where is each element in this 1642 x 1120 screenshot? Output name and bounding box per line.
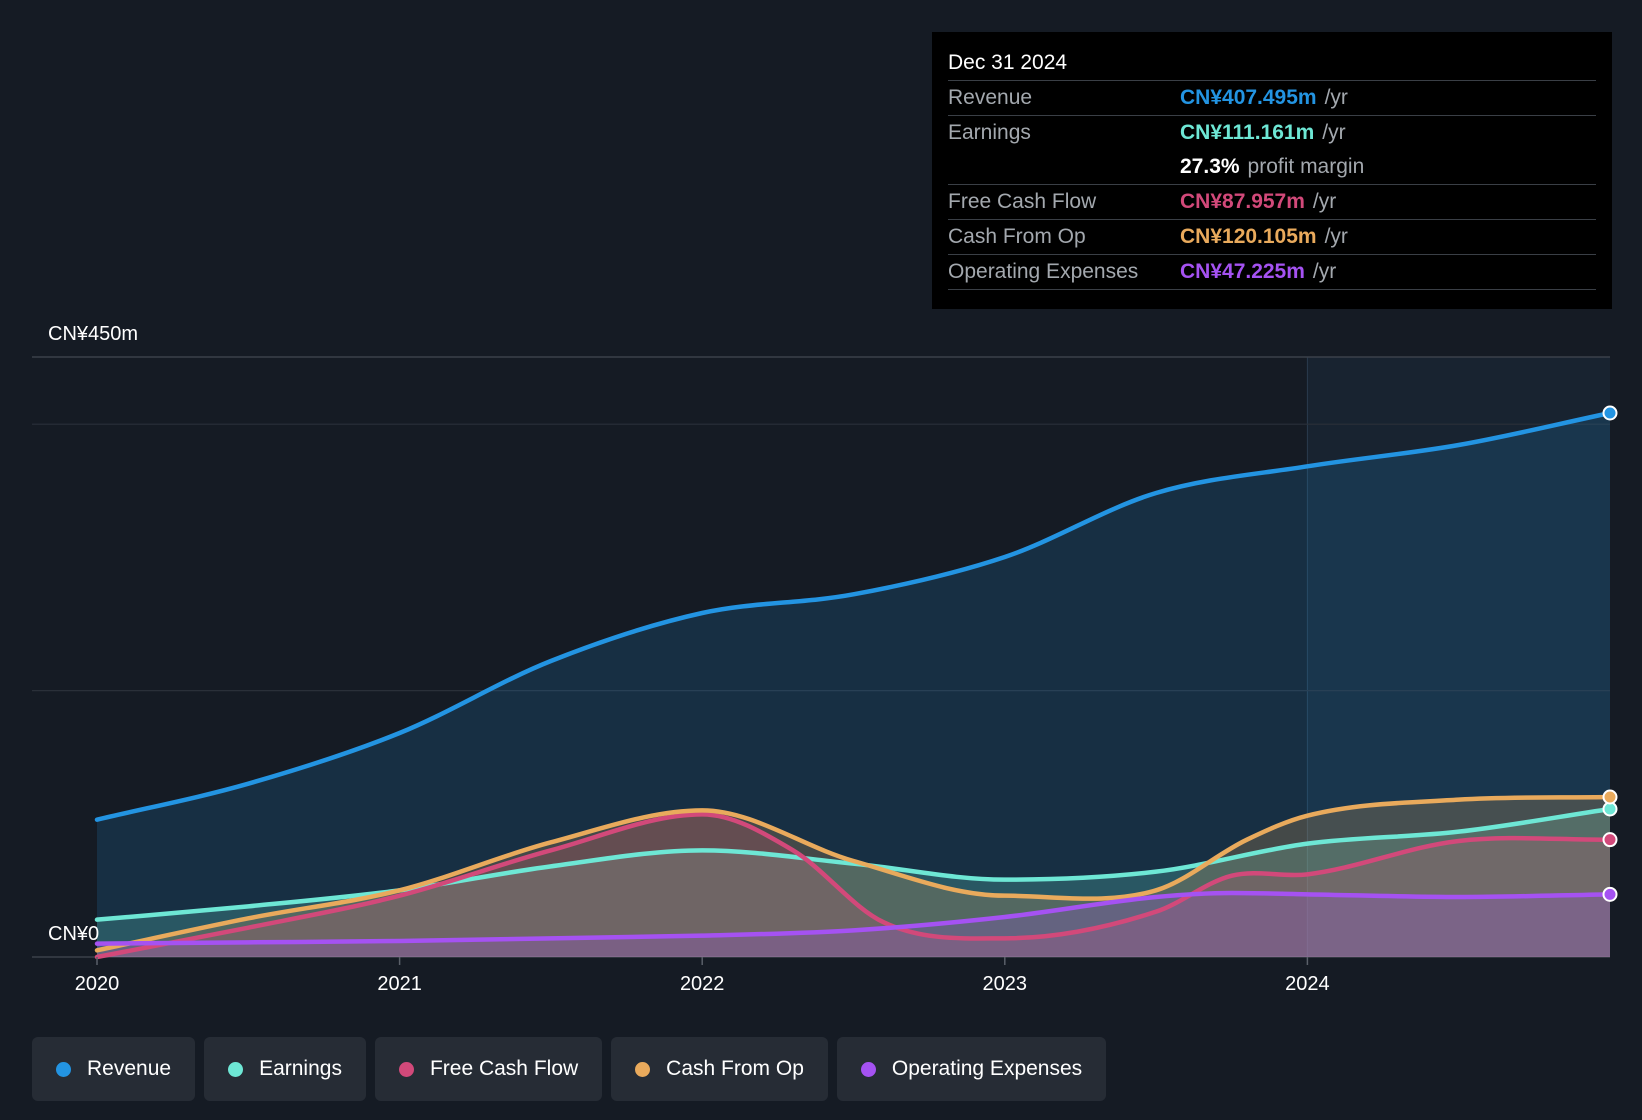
series-area-cash-from-op bbox=[97, 797, 1610, 957]
tooltip-row-cash-from-op: Cash From Op CN¥120.105m /yr bbox=[948, 220, 1596, 255]
tooltip-value: 27.3% bbox=[1180, 155, 1240, 178]
tooltip-value: CN¥120.105m bbox=[1180, 225, 1317, 248]
legend-item-operating-expenses[interactable]: Operating Expenses bbox=[836, 1037, 1107, 1101]
series-line-free-cash-flow bbox=[94, 812, 1613, 960]
legend-dot-icon bbox=[228, 1061, 244, 1077]
tooltip-label: Revenue bbox=[948, 86, 1033, 109]
x-tick-label: 2022 bbox=[680, 973, 725, 995]
legend-item-free-cash-flow[interactable]: Free Cash Flow bbox=[374, 1037, 603, 1101]
series-endpoint-revenue bbox=[1602, 405, 1618, 421]
tooltip-panel: Dec 31 2024 Revenue CN¥407.495m /yr Earn… bbox=[932, 32, 1612, 309]
x-tick-label: 2021 bbox=[377, 973, 422, 995]
tooltip-unit: /yr bbox=[1324, 225, 1348, 248]
legend-item-earnings[interactable]: Earnings bbox=[204, 1037, 366, 1101]
series-area-free-cash-flow bbox=[97, 814, 1610, 957]
gridlines bbox=[32, 356, 1610, 958]
series-area-earnings bbox=[97, 809, 1610, 957]
legend-item-cash-from-op[interactable]: Cash From Op bbox=[611, 1037, 828, 1101]
legend-label: Revenue bbox=[87, 1057, 172, 1080]
tooltip-row-operating-expenses: Operating Expenses CN¥47.225m /yr bbox=[948, 255, 1596, 290]
tooltip-label: Earnings bbox=[948, 121, 1031, 144]
y-axis-bottom-label: CN¥0 bbox=[48, 923, 99, 945]
tooltip-unit: /yr bbox=[1312, 190, 1337, 213]
tooltip-unit: profit margin bbox=[1247, 155, 1365, 178]
y-axis-top-label: CN¥450m bbox=[48, 323, 138, 345]
tooltip-label: Cash From Op bbox=[948, 225, 1086, 248]
tooltip-row-earnings: Earnings CN¥111.161m /yr bbox=[948, 116, 1596, 150]
tooltip-value: CN¥111.161m bbox=[1180, 121, 1315, 144]
series-line-operating-expenses bbox=[94, 890, 1613, 946]
series-area-revenue bbox=[97, 413, 1610, 957]
series-line-earnings bbox=[94, 806, 1613, 922]
x-tick-label: 2024 bbox=[1285, 973, 1330, 995]
series-line-cash-from-op bbox=[94, 794, 1613, 953]
series-endpoint-free-cash-flow bbox=[1602, 832, 1618, 848]
tooltip-value: CN¥87.957m bbox=[1180, 190, 1305, 213]
tooltip-value: CN¥47.225m bbox=[1180, 260, 1305, 283]
series-line-revenue bbox=[94, 410, 1613, 822]
legend: Revenue Earnings Free Cash Flow Cash Fro… bbox=[32, 1037, 1107, 1101]
tooltip-row-profit-margin: 27.3% profit margin bbox=[948, 150, 1596, 185]
legend-dot-icon bbox=[56, 1061, 71, 1077]
tooltip-row-revenue: Revenue CN¥407.495m /yr bbox=[948, 81, 1596, 116]
legend-dot-icon bbox=[860, 1061, 876, 1077]
x-axis: 2020 2021 2022 2023 2024 bbox=[75, 957, 1330, 995]
tooltip-value: CN¥407.495m bbox=[1180, 86, 1317, 109]
tooltip-label: Free Cash Flow bbox=[948, 190, 1097, 213]
series-areas bbox=[97, 413, 1610, 957]
x-tick-label: 2023 bbox=[983, 973, 1028, 995]
tooltip-unit: /yr bbox=[1324, 86, 1348, 109]
tooltip-label: Operating Expenses bbox=[948, 260, 1139, 283]
legend-dot-icon bbox=[398, 1061, 414, 1077]
legend-label: Free Cash Flow bbox=[429, 1057, 579, 1080]
tooltip-unit: /yr bbox=[1322, 121, 1346, 144]
legend-label: Earnings bbox=[259, 1057, 342, 1080]
series-lines bbox=[94, 410, 1613, 960]
legend-label: Operating Expenses bbox=[891, 1057, 1083, 1080]
legend-item-revenue[interactable]: Revenue bbox=[32, 1037, 196, 1101]
x-tick-label: 2020 bbox=[75, 973, 120, 995]
tooltip-unit: /yr bbox=[1312, 260, 1337, 283]
tooltip-row-free-cash-flow: Free Cash Flow CN¥87.957m /yr bbox=[948, 185, 1596, 220]
series-endpoints bbox=[1602, 405, 1618, 902]
series-endpoint-cash-from-op bbox=[1602, 789, 1618, 805]
legend-label: Cash From Op bbox=[666, 1057, 804, 1080]
series-endpoint-operating-expenses bbox=[1602, 886, 1618, 902]
tooltip-date: Dec 31 2024 bbox=[948, 46, 1596, 81]
legend-dot-icon bbox=[635, 1061, 651, 1077]
